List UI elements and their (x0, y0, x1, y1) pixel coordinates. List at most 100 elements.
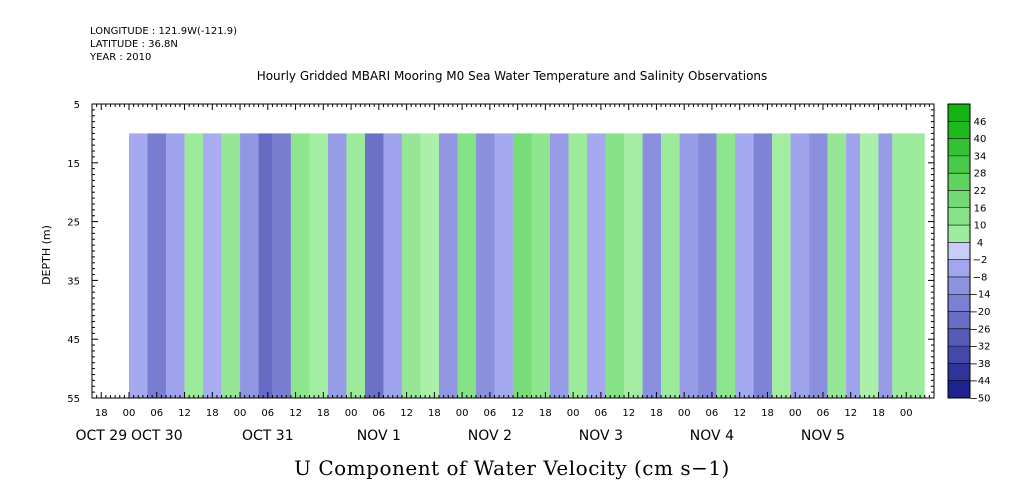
colorbar-swatch (948, 242, 970, 260)
heatmap-band (568, 133, 588, 398)
heatmap-band (147, 133, 167, 398)
date-label: OCT 31 (242, 428, 294, 444)
colorbar: 46 40 34 28 22 16 10 4 −2 −8 −14 −20 −26 −32 −38 −44 −50 (947, 103, 991, 405)
colorbar-label: −50 (969, 394, 990, 405)
plot-area: 18 00 06 12 18 00 06 12 18 00 06 12 18 00 06 12 18 00 06 12… (67, 100, 935, 444)
x-tick-label: 06 (484, 408, 497, 419)
date-label: OCT 30 (131, 428, 183, 444)
longitude-label: LONGITUDE : 121.9W(-121.9) (90, 26, 237, 37)
heatmap-band (272, 133, 291, 398)
heatmap-band (383, 133, 402, 398)
colorbar-swatch (948, 190, 970, 208)
y-tick-label: 5 (74, 100, 80, 111)
heatmap-band (859, 133, 879, 398)
x-tick-label: 18 (539, 408, 552, 419)
x-tick-label: 00 (678, 408, 691, 419)
x-tick-label: 06 (595, 408, 608, 419)
x-tick-label: 12 (844, 408, 857, 419)
heatmap-band (642, 133, 662, 398)
colorbar-swatch (948, 173, 970, 191)
colorbar-swatch (948, 259, 970, 277)
y-tick-label: 25 (67, 218, 80, 229)
heatmap-band (129, 133, 148, 398)
heatmap-band (753, 133, 773, 398)
x-tick-label: 12 (400, 408, 413, 419)
heatmap-band (290, 133, 310, 398)
heatmap-band (550, 133, 569, 398)
x-tick-label: 18 (317, 408, 330, 419)
x-tick-label: 18 (428, 408, 441, 419)
heatmap-cells (129, 133, 925, 398)
colorbar-swatch (948, 155, 970, 174)
colorbar-label: 4 (977, 238, 983, 249)
colorbar-swatch (948, 363, 970, 381)
colorbar-swatch (948, 346, 970, 364)
colorbar-label: −38 (969, 359, 990, 370)
heatmap-band (203, 133, 222, 398)
plot-frame (91, 103, 935, 399)
colorbar-label: 46 (974, 117, 987, 128)
heatmap-band (166, 133, 185, 398)
heatmap-band (846, 133, 860, 398)
colorbar-swatch (948, 328, 970, 347)
colorbar-label: 22 (974, 186, 987, 197)
x-tick-label: 00 (456, 408, 469, 419)
colorbar-swatch (948, 207, 970, 226)
colorbar-label: 40 (974, 134, 987, 145)
heatmap-band (878, 133, 893, 398)
x-tick-label: 12 (178, 408, 191, 419)
x-tick-labels: 18 00 06 12 18 00 06 12 18 00 06 12 18 00 06 12 18 00 06 12… (95, 408, 913, 419)
x-axis-label: U Component of Water Velocity (cm s−1) (294, 456, 730, 480)
colorbar-swatch (948, 225, 970, 243)
year-label: YEAR : 2010 (89, 52, 151, 63)
colorbar-label: −14 (969, 290, 990, 301)
x-tick-label: 12 (289, 408, 302, 419)
colorbar-swatch (948, 104, 970, 122)
date-label: NOV 1 (357, 428, 401, 444)
x-tick-label: 00 (567, 408, 580, 419)
colorbar-label: 10 (974, 221, 987, 232)
heatmap-band (240, 133, 259, 398)
y-tick-label: 45 (67, 335, 80, 346)
x-tick-label: 18 (95, 408, 108, 419)
x-tick-label: 12 (511, 408, 524, 419)
chart-title: Hourly Gridded MBARI Mooring M0 Sea Wate… (257, 69, 768, 83)
colorbar-label: 28 (974, 169, 987, 180)
heatmap-band (716, 133, 736, 398)
colorbar-label: 34 (974, 151, 987, 162)
heatmap-band (587, 133, 606, 398)
x-tick-label: 00 (234, 408, 247, 419)
x-tick-label: 06 (150, 408, 163, 419)
heatmap-band (661, 133, 680, 398)
x-tick-label: 00 (345, 408, 358, 419)
heatmap-band (420, 133, 439, 398)
y-axis-label: DEPTH (m) (40, 225, 53, 285)
y-tick-label: 15 (67, 159, 80, 170)
heatmap-band (346, 133, 365, 398)
colorbar-swatch (948, 121, 970, 139)
heatmap-band (364, 133, 384, 398)
x-tick-label: 06 (372, 408, 385, 419)
x-tick-label: 18 (872, 408, 885, 419)
x-tick-label: 00 (789, 408, 802, 419)
heatmap-band (184, 133, 204, 398)
colorbar-label: 16 (974, 203, 987, 214)
colorbar-swatch (948, 276, 970, 295)
heatmap-band (309, 133, 328, 398)
date-labels: OCT 29 OCT 30 OCT 31 NOV 1 NOV 2 NOV 3 NOV 4 NO… (75, 428, 845, 444)
x-tick-label: 00 (123, 408, 136, 419)
colorbar-swatch (948, 380, 970, 398)
x-tick-label: 00 (900, 408, 913, 419)
colorbar-label: −8 (973, 272, 988, 283)
heatmap-band (531, 133, 551, 398)
heatmap-band (438, 133, 458, 398)
colorbar-label: −44 (969, 376, 990, 387)
heatmap-band (221, 133, 241, 398)
y-tick-label: 35 (67, 276, 80, 287)
heatmap-band (401, 133, 421, 398)
y-tick-labels: 5 15 25 35 45 55 (67, 100, 80, 405)
x-tick-label: 18 (761, 408, 774, 419)
x-tick-label: 06 (706, 408, 719, 419)
x-tick-label: 18 (206, 408, 219, 419)
